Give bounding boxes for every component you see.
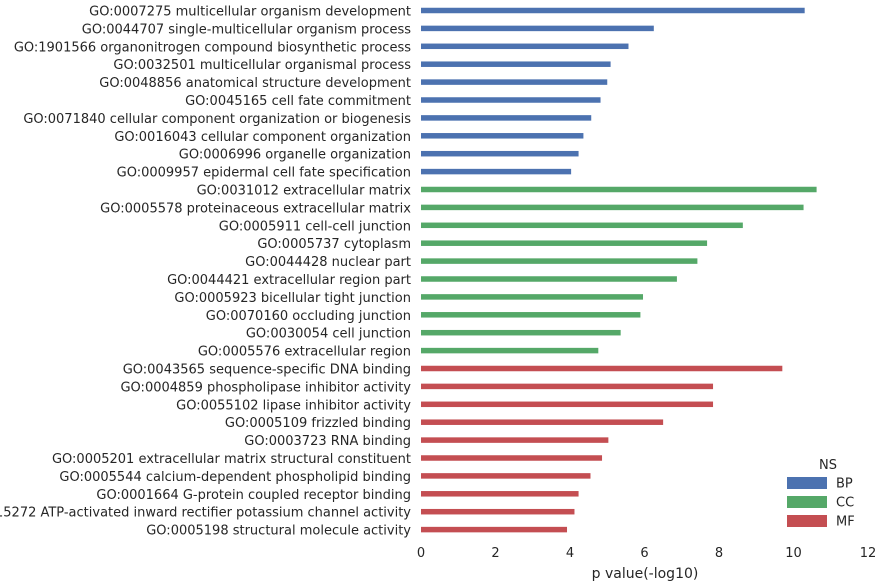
legend-title: NS [819, 458, 837, 473]
category-label-3: GO:1901566 organonitrogen compound biosy… [14, 40, 411, 55]
bar-18 [421, 312, 641, 318]
bar-3 [421, 43, 629, 50]
legend-label-mf: MF [836, 515, 855, 530]
legend-label-cc: CC [836, 496, 854, 511]
bar-21 [421, 365, 783, 372]
x-tick-label-12: 12 [860, 546, 877, 561]
bars-layer [421, 7, 817, 533]
category-label-28: GO:0001664 G-protein coupled receptor bi… [96, 488, 411, 503]
bar-29 [421, 508, 575, 515]
x-axis-ticks: 0 2 4 6 8 10 12 [417, 546, 876, 561]
x-tick-label-6: 6 [640, 546, 648, 561]
legend-label-bp: BP [836, 477, 853, 492]
bar-16 [421, 276, 677, 282]
bar-25 [421, 437, 609, 443]
category-labels: GO:0007275 multicellular organism develo… [0, 5, 411, 539]
category-label-27: GO:0005544 calcium-dependent phospholipi… [59, 470, 411, 485]
category-label-8: GO:0016043 cellular component organizati… [114, 130, 411, 145]
category-label-4: GO:0032501 multicellular organismal proc… [113, 58, 411, 73]
bar-22 [421, 383, 714, 390]
bar-4 [421, 61, 611, 67]
bar-28 [421, 491, 579, 497]
bar-6 [421, 97, 601, 103]
category-label-11: GO:0031012 extracellular matrix [197, 184, 412, 199]
category-label-7: GO:0071840 cellular component organizati… [23, 112, 411, 127]
x-tick-label-0: 0 [417, 546, 425, 561]
legend-swatch-cc [787, 496, 827, 508]
category-label-13: GO:0005911 cell-cell junction [219, 219, 411, 234]
x-tick-label-10: 10 [785, 546, 802, 561]
bar-1 [421, 7, 805, 14]
category-label-18: GO:0070160 occluding junction [206, 309, 411, 324]
bar-7 [421, 115, 592, 121]
category-label-12: GO:0005578 proteinaceous extracellular m… [100, 201, 411, 216]
category-label-22: GO:0004859 phospholipase inhibitor activ… [120, 380, 411, 395]
bar-26 [421, 455, 603, 461]
category-label-14: GO:0005737 cytoplasm [257, 237, 411, 252]
category-label-21: GO:0043565 sequence-specific DNA binding [123, 363, 411, 378]
bar-19 [421, 329, 621, 336]
category-label-6: GO:0045165 cell fate commitment [185, 94, 411, 109]
category-label-19: GO:0030054 cell junction [246, 327, 411, 342]
category-label-29: GO:0015272 ATP-activated inward rectifie… [0, 506, 411, 521]
category-label-2: GO:0044707 single-multicellular organism… [82, 22, 411, 37]
bar-14 [421, 240, 708, 246]
category-label-17: GO:0005923 bicellular tight junction [174, 291, 411, 306]
bar-10 [421, 168, 572, 175]
bar-5 [421, 79, 608, 85]
category-label-25: GO:0003723 RNA binding [244, 434, 411, 449]
category-label-16: GO:0044421 extracellular region part [167, 273, 411, 288]
bar-12 [421, 204, 804, 211]
bar-17 [421, 294, 644, 300]
bar-30 [421, 526, 568, 533]
legend-swatch-bp [787, 477, 827, 489]
category-label-26: GO:0005201 extracellular matrix structur… [52, 452, 411, 467]
bar-27 [421, 473, 591, 479]
x-axis-label: p value(-log10) [592, 566, 699, 582]
category-label-9: GO:0006996 organelle organization [179, 148, 411, 163]
category-label-24: GO:0005109 frizzled binding [225, 416, 411, 431]
bar-15 [421, 258, 698, 264]
category-label-5: GO:0048856 anatomical structure developm… [99, 76, 411, 91]
legend-entries: BP CC MF [787, 477, 855, 530]
bar-24 [421, 419, 664, 425]
bar-9 [421, 150, 579, 157]
bar-23 [421, 401, 714, 408]
x-tick-label-4: 4 [566, 546, 574, 561]
legend: NS BP CC MF [787, 458, 855, 530]
bar-13 [421, 222, 743, 229]
x-tick-label-2: 2 [491, 546, 499, 561]
category-label-23: GO:0055102 lipase inhibitor activity [176, 398, 411, 413]
x-tick-label-8: 8 [715, 546, 723, 561]
bar-8 [421, 133, 584, 139]
category-label-1: GO:0007275 multicellular organism develo… [89, 5, 411, 20]
category-label-30: GO:0005198 structural molecule activity [146, 524, 411, 539]
bar-11 [421, 186, 817, 193]
category-label-20: GO:0005576 extracellular region [198, 345, 411, 360]
legend-swatch-mf [787, 515, 827, 527]
bar-20 [421, 347, 599, 354]
category-label-10: GO:0009957 epidermal cell fate specifica… [117, 166, 411, 181]
category-label-15: GO:0044428 nuclear part [245, 255, 411, 270]
bar-2 [421, 25, 654, 32]
